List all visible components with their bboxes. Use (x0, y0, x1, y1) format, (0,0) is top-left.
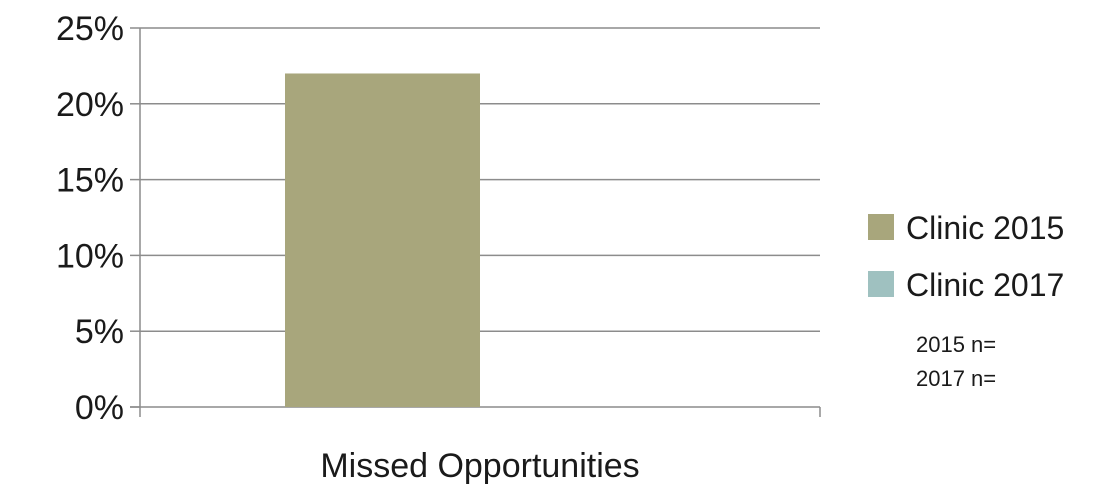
legend-swatch-clinic-2015 (868, 214, 894, 240)
bar-clinic-2015-0 (285, 73, 480, 407)
legend-label-clinic-2017: Clinic 2017 (906, 267, 1064, 303)
legend-swatch-clinic-2017 (868, 271, 894, 297)
sample-size-note-0: 2015 n= (916, 332, 996, 357)
bars (285, 73, 480, 407)
labels: 0% 5% 10% 15% 20% 25% Missed Opportunities (56, 10, 640, 485)
legend: Clinic 2015 Clinic 2017 2015 n= 2017 n= (868, 210, 1064, 391)
y-tick-label-20: 20% (56, 86, 124, 124)
y-tick-label-15: 15% (56, 162, 124, 200)
y-tick-label-0: 0% (75, 389, 124, 427)
x-category-label: Missed Opportunities (320, 447, 639, 485)
legend-label-clinic-2015: Clinic 2015 (906, 210, 1064, 246)
y-tick-label-5: 5% (75, 313, 124, 351)
sample-size-note-1: 2017 n= (916, 366, 996, 391)
y-tick-label-25: 25% (56, 10, 124, 48)
y-tick-label-10: 10% (56, 237, 124, 275)
